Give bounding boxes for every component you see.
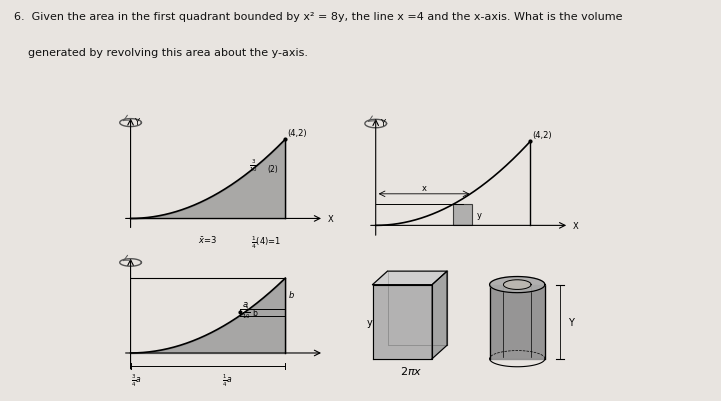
Text: b: b [252,308,257,317]
Text: $\bar{x}$=3: $\bar{x}$=3 [198,234,217,245]
Text: Y: Y [134,118,139,127]
Polygon shape [503,280,531,290]
Text: (4,2): (4,2) [287,129,307,138]
Text: $\frac{3}{10}$: $\frac{3}{10}$ [242,304,250,320]
Text: y: y [477,211,481,220]
Polygon shape [373,271,447,285]
Text: Y: Y [379,119,384,128]
Text: $\frac{3}{4}a$: $\frac{3}{4}a$ [131,372,141,388]
Polygon shape [432,271,447,359]
Text: $\frac{1}{4}a$: $\frac{1}{4}a$ [222,372,232,388]
Bar [453,205,472,226]
Text: $\frac{3}{10}$: $\frac{3}{10}$ [249,157,257,174]
Text: X: X [328,215,334,223]
Text: x: x [422,183,427,192]
Polygon shape [373,285,432,359]
Polygon shape [490,285,545,359]
Text: (4,2): (4,2) [532,131,552,140]
Text: (2): (2) [268,164,278,174]
Text: Y: Y [568,317,574,327]
Polygon shape [490,277,545,293]
Text: 6.  Given the area in the first quadrant bounded by x² = 8y, the line x =4 and t: 6. Given the area in the first quadrant … [14,12,623,22]
Text: $b$: $b$ [288,288,296,299]
Text: generated by revolving this area about the y-axis.: generated by revolving this area about t… [14,48,309,58]
Text: $a$: $a$ [242,299,249,308]
Text: y: y [366,317,372,327]
Text: $\frac{1}{4}$(4)=1: $\frac{1}{4}$(4)=1 [251,234,281,250]
Text: $2\pi x$: $2\pi x$ [399,364,422,376]
Text: X: X [573,221,579,230]
